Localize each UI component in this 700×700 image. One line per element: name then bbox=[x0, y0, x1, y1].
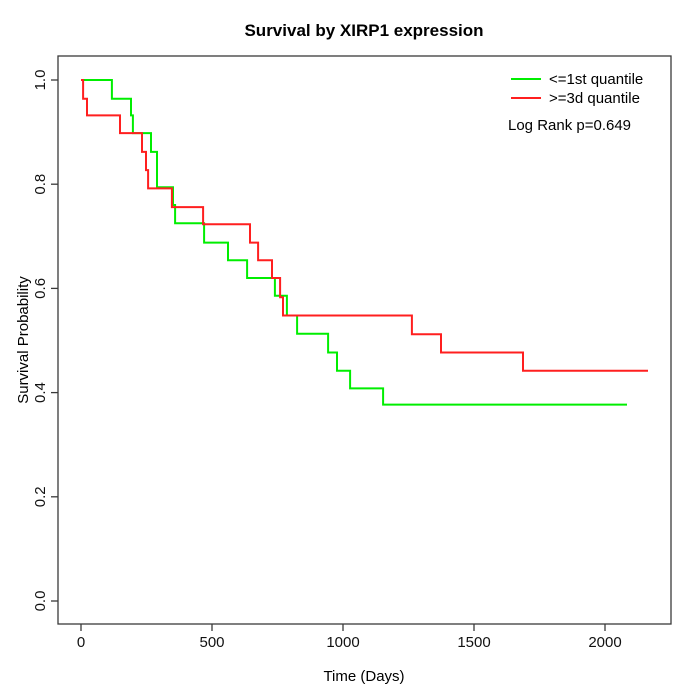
y-tick-label: 0.0 bbox=[32, 591, 49, 612]
x-tick-label: 1500 bbox=[457, 634, 490, 651]
km-curve-0 bbox=[81, 79, 627, 406]
y-axis-label: Survival Probability bbox=[15, 276, 32, 404]
y-tick-label: 0.2 bbox=[32, 486, 49, 507]
y-tick-label: 0.8 bbox=[32, 174, 49, 195]
km-curve-1 bbox=[81, 79, 648, 372]
legend-label-high-quantile: >=3d quantile bbox=[549, 90, 640, 107]
logrank-pvalue: Log Rank p=0.649 bbox=[508, 117, 631, 134]
y-tick-label: 0.6 bbox=[32, 278, 49, 299]
plot-frame bbox=[57, 55, 672, 625]
x-tick-label: 2000 bbox=[588, 634, 621, 651]
plot-area: 0 500 1000 1500 2000 0.0 0.2 0.4 0.6 0.8 1.0 bbox=[32, 55, 672, 651]
y-tick-label: 0.4 bbox=[32, 382, 49, 403]
legend-label-low-quantile: <=1st quantile bbox=[549, 71, 643, 88]
x-tick-label: 0 bbox=[77, 634, 85, 651]
y-tick-label: 1.0 bbox=[32, 70, 49, 91]
legend: <=1st quantile >=3d quantile Log Rank p=… bbox=[508, 71, 643, 134]
x-tick-label: 1000 bbox=[326, 634, 359, 651]
chart-title: Survival by XIRP1 expression bbox=[244, 21, 483, 40]
x-tick-label: 500 bbox=[199, 634, 224, 651]
x-axis-label: Time (Days) bbox=[323, 668, 404, 685]
